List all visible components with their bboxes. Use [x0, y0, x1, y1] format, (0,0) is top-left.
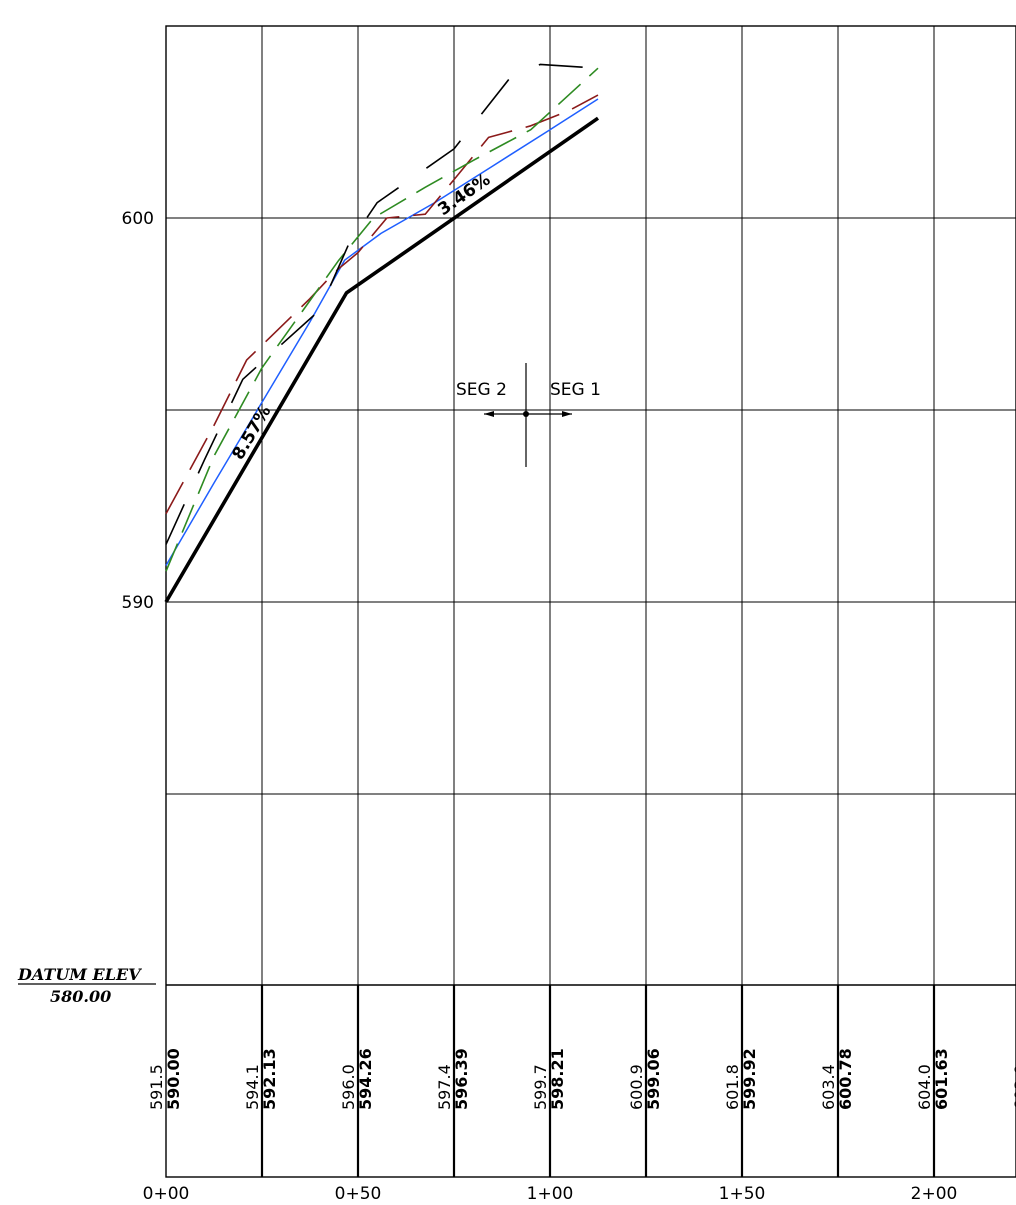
series-blue-solid	[165, 98, 599, 566]
pvi-dot	[523, 411, 529, 417]
datum-label: DATUM ELEV 580.00	[17, 965, 156, 1006]
datum-value: 580.00	[50, 987, 111, 1006]
station-existing-elev: 591.5	[147, 1064, 166, 1110]
station-existing-elev: 601.8	[723, 1064, 742, 1110]
series-black-dashed	[165, 63, 599, 545]
station-existing-elev: 600.9	[627, 1064, 646, 1110]
x-tick-label: 0+00	[143, 1184, 190, 1204]
x-axis-tick-labels: 0+00 0+50 1+00 1+50 2+00	[143, 1184, 958, 1204]
grid	[165, 25, 1016, 1178]
y-axis-tick-labels: 590 600	[122, 209, 154, 613]
y-tick-label: 600	[122, 209, 154, 229]
y-tick-label: 590	[122, 593, 154, 613]
station-existing-elev: 603.9	[1011, 1064, 1016, 1110]
station-proposed-elev: 599.92	[740, 1048, 759, 1110]
station-existing-elev: 596.0	[339, 1064, 358, 1110]
profile-series	[164, 63, 600, 603]
station-existing-elev: 599.7	[531, 1064, 550, 1110]
x-tick-label: 1+50	[719, 1184, 766, 1204]
station-proposed-elev: 594.26	[356, 1048, 375, 1110]
station-existing-elev: 603.4	[819, 1064, 838, 1110]
x-tick-label: 2+00	[911, 1184, 958, 1204]
series-green-dashed	[165, 67, 599, 572]
x-tick-label: 1+00	[527, 1184, 574, 1204]
x-tick-label: 0+50	[335, 1184, 382, 1204]
station-existing-elev: 597.4	[435, 1064, 454, 1110]
series-red-dashed	[165, 94, 599, 515]
station-proposed-elev: 598.21	[548, 1048, 567, 1110]
arrow-left-icon	[484, 411, 494, 417]
station-proposed-elev: 596.39	[452, 1048, 471, 1110]
station-proposed-elev: 601.63	[932, 1048, 951, 1110]
seg-2-label: SEG 2	[456, 380, 507, 400]
seg-1-label: SEG 1	[550, 380, 601, 400]
station-proposed-elev: 590.00	[164, 1048, 183, 1110]
station-proposed-elev: 599.06	[644, 1048, 663, 1110]
station-proposed-elev: 592.13	[260, 1048, 279, 1110]
station-existing-elev: 594.1	[243, 1064, 262, 1110]
series-proposed	[164, 116, 600, 603]
station-proposed-elev: 600.78	[836, 1048, 855, 1110]
station-existing-elev: 604.0	[915, 1064, 934, 1110]
segment-break-marker: SEG 2 SEG 1	[456, 363, 601, 467]
arrow-right-icon	[562, 411, 572, 417]
datum-title: DATUM ELEV	[17, 965, 142, 984]
